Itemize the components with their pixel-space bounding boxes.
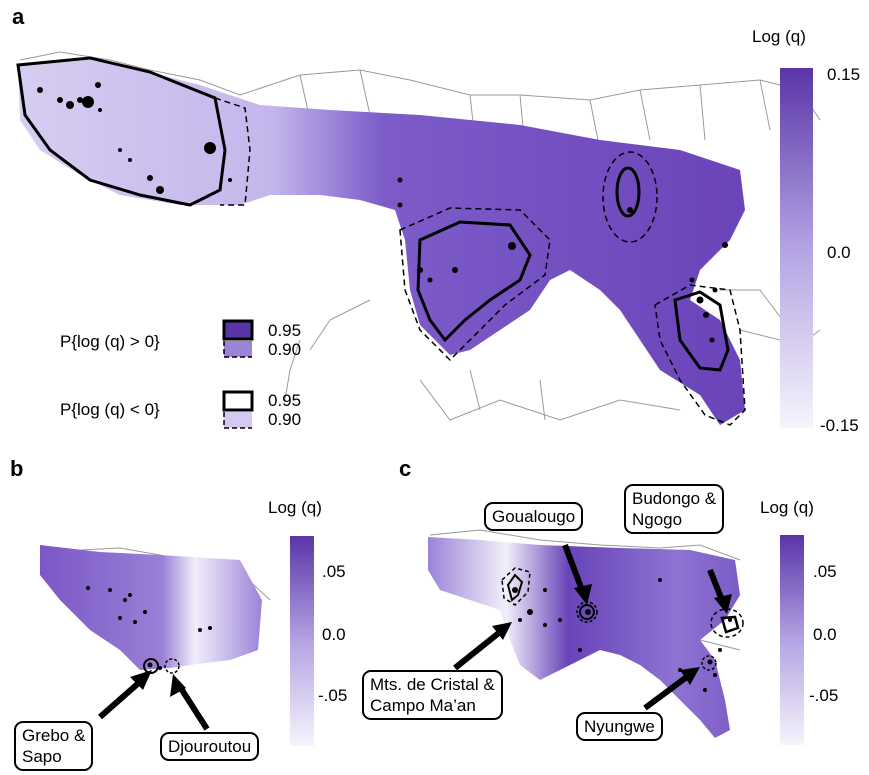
panel-b-tick-low: -.05 [318, 686, 348, 705]
panel-b-map [39, 545, 271, 731]
panel-a-surface [18, 58, 745, 425]
panel-c-arrows [453, 543, 732, 711]
callout-goualougo: Goualougo [484, 502, 584, 531]
callout-cristal-campo: Mts. de Cristal & Campo Ma’an [362, 670, 503, 720]
panel-a-tick-low: -0.15 [820, 416, 859, 435]
panel-a-colorbar [780, 68, 813, 428]
legend-positive-095: 0.95 [268, 321, 302, 340]
legend-positive-090: 0.90 [268, 340, 302, 359]
panel-c-letter: c [399, 456, 412, 481]
panel-a-tick-mid: 0.0 [827, 243, 851, 262]
sample-points [37, 82, 728, 343]
djouroutou-contour [164, 658, 180, 674]
panel-b-letter: b [10, 456, 24, 481]
panel-a-letter: a [12, 4, 25, 29]
callout-grebo-sapo: Grebo & Sapo [14, 721, 94, 771]
legend-negative-095: 0.95 [268, 391, 302, 410]
panel-b-arrows [98, 670, 210, 731]
legend-negative-090: 0.90 [268, 410, 302, 429]
callout-nyungwe: Nyungwe [576, 712, 663, 741]
panel-c-tick-mid: 0.0 [813, 625, 837, 644]
panel-c-points [512, 578, 732, 692]
panel-b-points [86, 586, 212, 670]
panel-b-tick-high: .05 [322, 562, 346, 581]
panel-b-surface [40, 545, 262, 670]
legend-positive-label: P{log (q) > 0} [60, 332, 160, 351]
panel-b-colorbar-title: Log (q) [268, 498, 322, 517]
panel-c-colorbar [780, 535, 804, 745]
panel-b-tick-mid: 0.0 [322, 625, 346, 644]
panel-c-map [428, 529, 744, 738]
panel-c-colorbar-title: Log (q) [760, 498, 814, 517]
panel-c-tick-high: .05 [813, 562, 837, 581]
panel-a-colorbar-title: Log (q) [752, 27, 806, 46]
panel-a-tick-high: 0.15 [827, 65, 861, 84]
callout-budongo-ngogo: Budongo & Ngogo [624, 484, 725, 534]
panel-a-map [16, 51, 821, 426]
panel-c-tick-low: -.05 [809, 686, 839, 705]
legend-negative-label: P{log (q) < 0} [60, 400, 160, 419]
panel-a-legend-swatches [222, 319, 254, 429]
significance-contours [16, 56, 746, 426]
grebo-sapo-contour [143, 658, 159, 674]
panel-c-surface [428, 537, 740, 738]
panel-b-colorbar [290, 536, 314, 746]
callout-djouroutou: Djouroutou [160, 732, 260, 761]
